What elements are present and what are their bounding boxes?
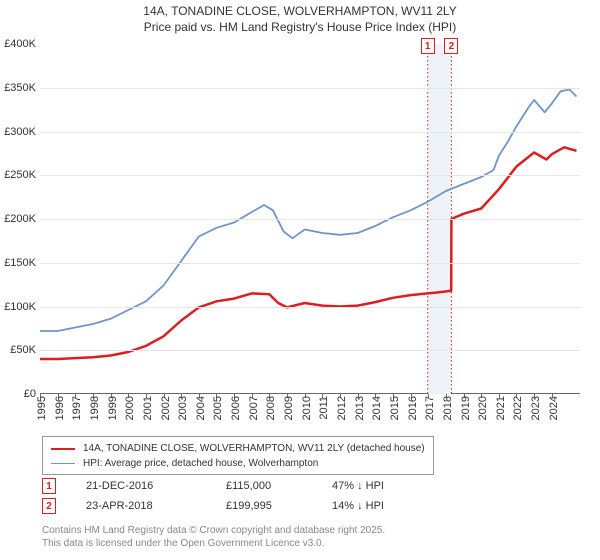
grid-line: [40, 175, 580, 176]
x-axis-label: 2023: [530, 396, 542, 420]
x-axis-label: 2018: [442, 396, 454, 420]
x-axis-label: 2011: [318, 396, 330, 420]
x-axis-label: 2010: [301, 396, 313, 420]
series-hpi: [40, 90, 577, 332]
title-line2: Price paid vs. HM Land Registry's House …: [0, 20, 600, 36]
chart-area: £0£50K£100K£150K£200K£250K£300K£350K£400…: [40, 44, 580, 424]
y-axis-label: £0: [0, 388, 36, 400]
x-axis-label: 2000: [124, 396, 136, 420]
transaction-date: 23-APR-2018: [86, 500, 196, 512]
transaction-marker-1: 1: [42, 478, 56, 494]
x-axis-label: 2002: [160, 396, 172, 420]
series-price_paid: [40, 147, 577, 359]
legend-row-price: 14A, TONADINE CLOSE, WOLVERHAMPTON, WV11…: [51, 441, 425, 456]
table-row: 2 23-APR-2018 £199,995 14% ↓ HPI: [42, 498, 422, 514]
transaction-date: 21-DEC-2016: [86, 480, 196, 492]
table-row: 1 21-DEC-2016 £115,000 47% ↓ HPI: [42, 478, 422, 494]
footnote: Contains HM Land Registry data © Crown c…: [42, 524, 385, 550]
legend-swatch-price: [51, 448, 75, 450]
x-axis-label: 2001: [142, 396, 154, 420]
transaction-price: £199,995: [226, 500, 302, 512]
chart-container: 14A, TONADINE CLOSE, WOLVERHAMPTON, WV11…: [0, 0, 600, 560]
y-axis-label: £50K: [0, 344, 36, 356]
x-axis-label: 2016: [407, 396, 419, 420]
y-axis-label: £200K: [0, 213, 36, 225]
y-axis-label: £350K: [0, 82, 36, 94]
x-axis-label: 2004: [195, 396, 207, 420]
x-axis-label: 1996: [54, 396, 66, 420]
grid-line: [40, 350, 580, 351]
transaction-compare: 47% ↓ HPI: [332, 480, 422, 492]
y-axis-label: £300K: [0, 126, 36, 138]
chart-marker-1: 1: [421, 38, 435, 54]
x-axis-label: 2005: [212, 396, 224, 420]
y-axis-label: £400K: [0, 38, 36, 50]
legend-swatch-hpi: [51, 463, 75, 464]
footnote-line1: Contains HM Land Registry data © Crown c…: [42, 524, 385, 537]
y-axis-label: £250K: [0, 169, 36, 181]
transaction-marker-2: 2: [42, 498, 56, 514]
x-axis-label: 2019: [460, 396, 472, 420]
y-axis-label: £150K: [0, 257, 36, 269]
legend-row-hpi: HPI: Average price, detached house, Wolv…: [51, 456, 425, 471]
legend-label-price: 14A, TONADINE CLOSE, WOLVERHAMPTON, WV11…: [83, 441, 425, 456]
transaction-price: £115,000: [226, 480, 302, 492]
x-axis-label: 2022: [512, 396, 524, 420]
x-axis-label: 2003: [177, 396, 189, 420]
x-axis-label: 2020: [477, 396, 489, 420]
x-axis-label: 2015: [389, 396, 401, 420]
x-axis-label: 2021: [495, 396, 507, 420]
x-axis-label: 2009: [283, 396, 295, 420]
x-axis-label: 2024: [548, 396, 560, 420]
chart-marker-2: 2: [444, 38, 458, 54]
x-axis-label: 1998: [89, 396, 101, 420]
footnote-line2: This data is licensed under the Open Gov…: [42, 537, 385, 550]
title-block: 14A, TONADINE CLOSE, WOLVERHAMPTON, WV11…: [0, 0, 600, 35]
plot-area: £0£50K£100K£150K£200K£250K£300K£350K£400…: [40, 44, 580, 394]
grid-line: [40, 263, 580, 264]
x-axis-label: 1999: [107, 396, 119, 420]
x-axis-label: 2012: [336, 396, 348, 420]
y-axis-label: £100K: [0, 301, 36, 313]
x-axis-label: 2007: [248, 396, 260, 420]
grid-line: [40, 307, 580, 308]
x-axis-label: 1995: [36, 396, 48, 420]
grid-line: [40, 88, 580, 89]
legend-label-hpi: HPI: Average price, detached house, Wolv…: [83, 456, 318, 471]
transaction-compare: 14% ↓ HPI: [332, 500, 422, 512]
x-axis-label: 2014: [371, 396, 383, 420]
x-axis-label: 2013: [354, 396, 366, 420]
title-line1: 14A, TONADINE CLOSE, WOLVERHAMPTON, WV11…: [0, 4, 600, 20]
grid-line: [40, 132, 580, 133]
legend: 14A, TONADINE CLOSE, WOLVERHAMPTON, WV11…: [42, 436, 434, 475]
x-axis-label: 2008: [265, 396, 277, 420]
x-axis-label: 1997: [71, 396, 83, 420]
grid-line: [40, 219, 580, 220]
transactions-table: 1 21-DEC-2016 £115,000 47% ↓ HPI 2 23-AP…: [42, 478, 422, 518]
x-axis-label: 2017: [424, 396, 436, 420]
x-axis-label: 2006: [230, 396, 242, 420]
